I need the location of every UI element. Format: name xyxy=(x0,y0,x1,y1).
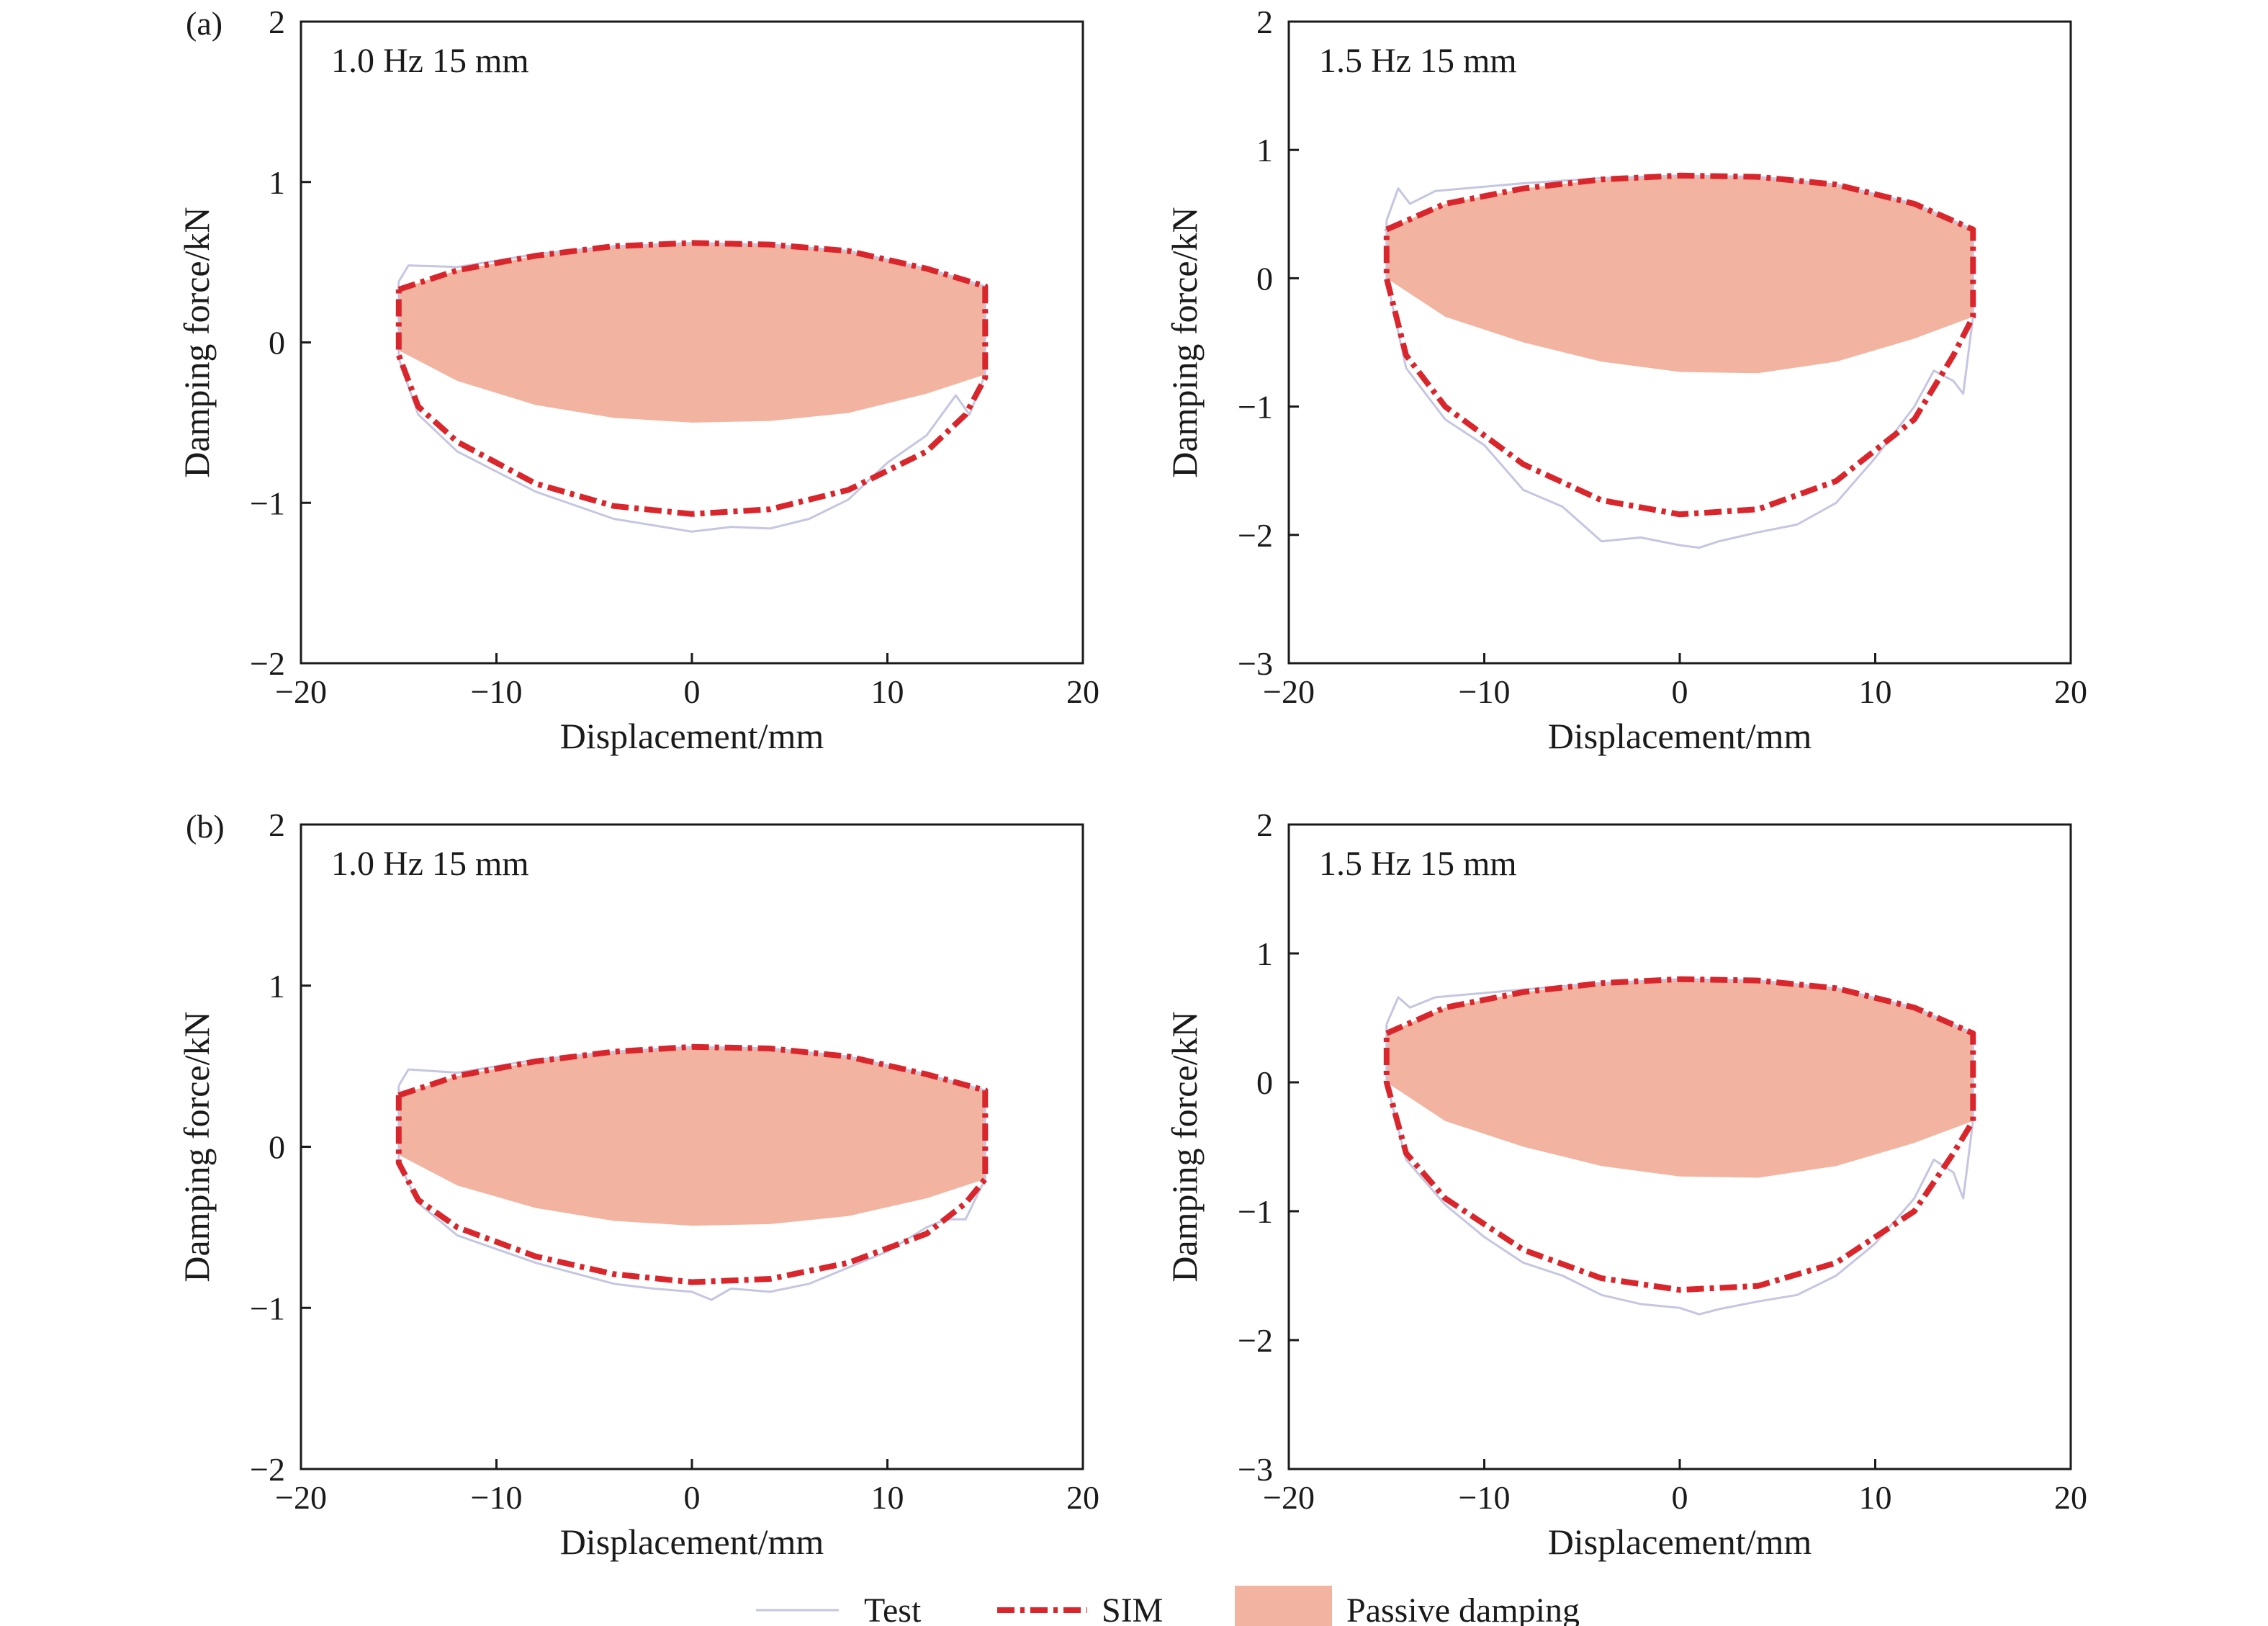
x-tick-label: −20 xyxy=(275,673,327,710)
sim-series-line xyxy=(1383,172,1976,518)
panel-label: (b) xyxy=(186,808,225,845)
x-tick-label: 0 xyxy=(684,1479,701,1516)
y-tick-label: 2 xyxy=(269,807,285,843)
y-tick-label: 1 xyxy=(1256,935,1273,972)
legend-test-label: Test xyxy=(864,1591,922,1626)
chart-panel: −20 −10 0 10 20−3−2−1012Displacement/mmDampi… xyxy=(1164,807,2087,1562)
condition-annotation: 1.5 Hz 15 mm xyxy=(1319,42,1517,80)
sim-series-line xyxy=(1383,976,1976,1293)
x-tick-label: 10 xyxy=(1859,673,1892,710)
y-tick-label: −2 xyxy=(1238,517,1273,554)
x-tick-label: 20 xyxy=(1066,673,1099,710)
passive-damping-area xyxy=(398,1046,986,1226)
y-tick-label: 1 xyxy=(269,164,285,201)
x-tick-label: −10 xyxy=(1459,673,1511,710)
x-axis-label: Displacement/mm xyxy=(560,1522,824,1562)
y-tick-label: 0 xyxy=(269,325,285,361)
passive-damping-area xyxy=(1386,175,1974,374)
x-tick-label: 10 xyxy=(871,673,904,710)
y-tick-label: 0 xyxy=(269,1129,285,1166)
x-axis-label: Displacement/mm xyxy=(1548,716,1812,756)
x-tick-label: −10 xyxy=(471,1479,523,1516)
y-tick-label: 2 xyxy=(269,4,285,40)
y-tick-label: 2 xyxy=(1256,807,1273,843)
y-tick-label: −2 xyxy=(250,645,285,682)
x-tick-label: 0 xyxy=(1672,1479,1688,1516)
chart-panel: −20 −10 0 10 20−2−1012Displacement/mmDamping… xyxy=(176,807,1099,1562)
y-tick-label: 0 xyxy=(1256,1064,1273,1101)
y-tick-label: −2 xyxy=(1238,1322,1273,1359)
y-tick-label: −3 xyxy=(1238,645,1273,682)
x-tick-label: 20 xyxy=(1066,1479,1099,1516)
y-axis-label: Damping force/kN xyxy=(1164,207,1205,477)
chart-panels: −20 −10 0 10 20−2−1012Displacement/mmDamping… xyxy=(176,4,2087,1562)
y-axis-label: Damping force/kN xyxy=(1164,1011,1205,1282)
y-tick-label: −1 xyxy=(250,485,285,521)
x-tick-label: −10 xyxy=(471,673,523,710)
chart-panel: −20 −10 0 10 20−2−1012Displacement/mmDamping… xyxy=(176,4,1099,756)
passive-damping-area xyxy=(398,243,986,423)
x-tick-label: −10 xyxy=(1459,1479,1511,1516)
condition-annotation: 1.5 Hz 15 mm xyxy=(1319,845,1517,883)
y-tick-label: 2 xyxy=(1256,4,1273,40)
panel-label: (a) xyxy=(186,5,222,42)
legend-passive-swatch xyxy=(1235,1586,1332,1626)
y-tick-label: −1 xyxy=(1238,389,1273,426)
x-tick-label: −20 xyxy=(1263,673,1315,710)
legend-sim-label: SIM xyxy=(1102,1591,1163,1626)
condition-annotation: 1.0 Hz 15 mm xyxy=(331,845,529,883)
x-axis-label: Displacement/mm xyxy=(1548,1522,1812,1562)
y-tick-label: −1 xyxy=(250,1290,285,1326)
x-tick-label: 10 xyxy=(1859,1479,1892,1516)
legend-passive-label: Passive damping xyxy=(1346,1591,1580,1626)
y-axis-label: Damping force/kN xyxy=(176,207,217,477)
x-tick-label: 20 xyxy=(2054,1479,2087,1516)
x-tick-label: −20 xyxy=(275,1479,327,1516)
sim-series-line xyxy=(395,240,989,517)
y-tick-label: −3 xyxy=(1238,1451,1273,1488)
passive-damping-area xyxy=(1386,979,1974,1178)
x-tick-label: 20 xyxy=(2054,673,2087,710)
y-tick-label: −2 xyxy=(250,1451,285,1488)
y-tick-label: −1 xyxy=(1238,1193,1273,1230)
y-tick-label: 1 xyxy=(1256,132,1273,169)
y-tick-label: 1 xyxy=(269,968,285,1005)
y-axis-label: Damping force/kN xyxy=(176,1011,217,1282)
y-tick-label: 0 xyxy=(1256,260,1273,297)
x-tick-label: 0 xyxy=(684,673,701,710)
x-tick-label: −20 xyxy=(1263,1479,1315,1516)
condition-annotation: 1.0 Hz 15 mm xyxy=(331,42,529,80)
sim-series-line xyxy=(395,1043,989,1285)
chart-panel: −20 −10 0 10 20−3−2−1012Displacement/mmDampi… xyxy=(1164,4,2087,756)
x-tick-label: 0 xyxy=(1672,673,1688,710)
x-axis-label: Displacement/mm xyxy=(560,716,824,756)
x-tick-label: 10 xyxy=(871,1479,904,1516)
legend: Test SIM Passive damping xyxy=(756,1586,1580,1626)
